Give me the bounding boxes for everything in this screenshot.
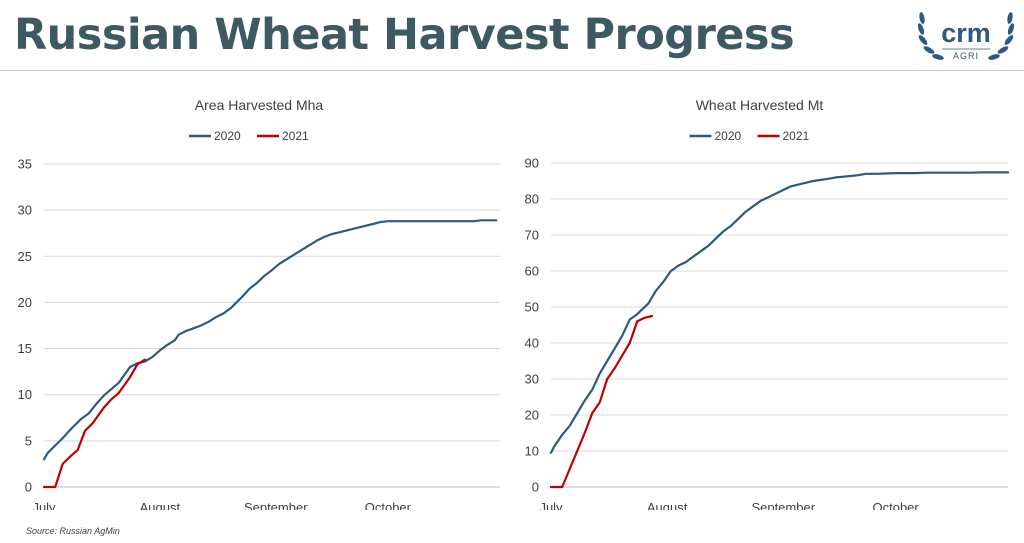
x-tick-label: August [140, 500, 181, 510]
chart-svg: Area Harvested Mha 2020 2021 0 5 10 15 20 25 30 35… [18, 97, 500, 510]
y-tick-label: 35 [18, 157, 32, 172]
y-tick-label: 70 [525, 228, 539, 243]
y-tick-label: 40 [525, 336, 539, 351]
wheat-harvested-chart: Wheat Harvested Mt 2020 2021 0 10 20 30 40 50 60 7… [512, 90, 1024, 510]
x-tick-label: July [32, 500, 56, 510]
laurel-wreath-icon: crm AGRI [917, 12, 1015, 61]
series-line-2021 [42, 358, 146, 489]
crm-agri-logo: crm AGRI [912, 4, 1020, 70]
legend-label-2021: 2021 [783, 129, 810, 143]
y-tick-label: 30 [18, 203, 32, 218]
x-tick-label: August [647, 500, 688, 510]
logo-wordmark: crm [941, 18, 991, 48]
x-tick-label: September [244, 500, 308, 510]
area-harvested-chart: Area Harvested Mha 2020 2021 0 5 10 15 20 25 30 35… [0, 90, 512, 510]
x-tick-label: October [365, 500, 412, 510]
y-tick-label: 60 [525, 264, 539, 279]
y-tick-label: 15 [18, 341, 32, 356]
y-tick-label: 20 [525, 408, 539, 423]
source-note: Source: Russian AgMin [26, 526, 120, 536]
y-tick-label: 30 [525, 372, 539, 387]
x-tick-label: September [751, 500, 815, 510]
logo-subtext: AGRI [953, 51, 979, 61]
y-tick-label: 50 [525, 300, 539, 315]
x-tick-label: October [872, 500, 919, 510]
chart-title: Wheat Harvested Mt [696, 97, 824, 113]
title-divider [0, 70, 1024, 71]
page-title: Russian Wheat Harvest Progress [14, 10, 795, 60]
x-tick-label: July [539, 500, 563, 510]
series-line-2020 [549, 171, 1010, 454]
chart-title: Area Harvested Mha [195, 97, 324, 113]
chart-svg: Wheat Harvested Mt 2020 2021 0 10 20 30 40 50 60 7… [525, 97, 1010, 510]
series-line-2020 [42, 219, 498, 461]
y-tick-label: 80 [525, 192, 539, 207]
legend-label-2021: 2021 [282, 129, 309, 143]
y-tick-label: 90 [525, 156, 539, 171]
legend-label-2020: 2020 [214, 129, 241, 143]
series-line-2021 [549, 314, 654, 489]
y-tick-label: 20 [18, 295, 32, 310]
y-tick-label: 10 [525, 444, 539, 459]
y-tick-label: 25 [18, 249, 32, 264]
y-tick-label: 0 [25, 480, 32, 495]
y-tick-label: 0 [532, 480, 539, 495]
y-tick-label: 5 [25, 433, 32, 448]
legend-label-2020: 2020 [715, 129, 742, 143]
y-tick-label: 10 [18, 387, 32, 402]
